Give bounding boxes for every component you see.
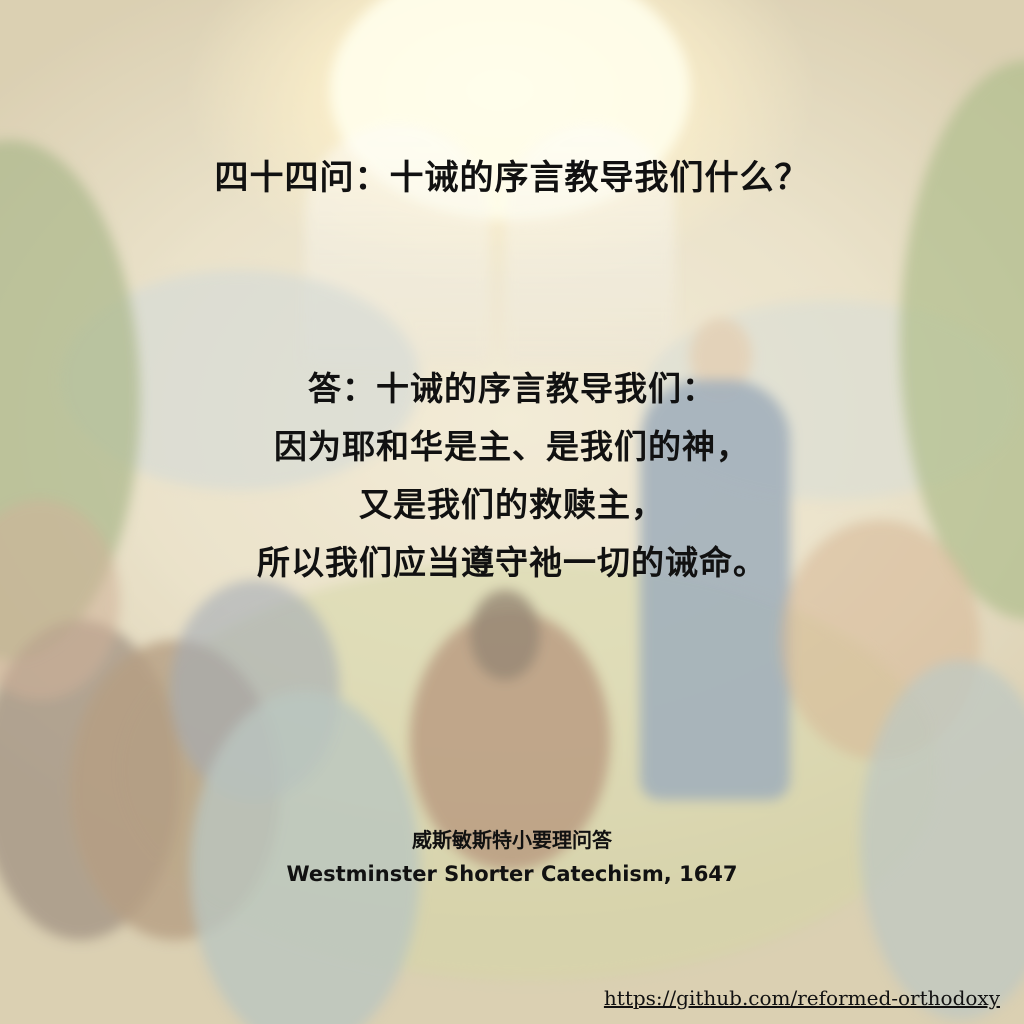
crowd-person xyxy=(470,590,540,680)
github-link[interactable]: https://github.com/reformed-orthodoxy xyxy=(603,986,1000,1010)
source-english: Westminster Shorter Catechism, 1647 xyxy=(286,862,738,886)
answer-line: 答：十诫的序言教导我们： xyxy=(308,369,716,408)
crowd-person xyxy=(190,690,420,1024)
answer-line: 所以我们应当遵守祂一切的诫命。 xyxy=(257,543,767,582)
crowd-person xyxy=(860,660,1024,1020)
stone-tablet-right xyxy=(505,125,675,365)
source-citation: 威斯敏斯特小要理问答 Westminster Shorter Catechism… xyxy=(0,824,1024,892)
question-title: 四十四问：十诫的序言教导我们什么？ xyxy=(214,158,810,198)
source-chinese: 威斯敏斯特小要理问答 xyxy=(412,828,612,852)
answer-block: 答：十诫的序言教导我们： 因为耶和华是主、是我们的神， 又是我们的救赎主， 所以… xyxy=(0,360,1024,592)
answer-line: 因为耶和华是主、是我们的神， xyxy=(274,427,750,466)
answer-line: 又是我们的救赎主， xyxy=(359,485,665,524)
teacher-robe xyxy=(640,380,790,800)
